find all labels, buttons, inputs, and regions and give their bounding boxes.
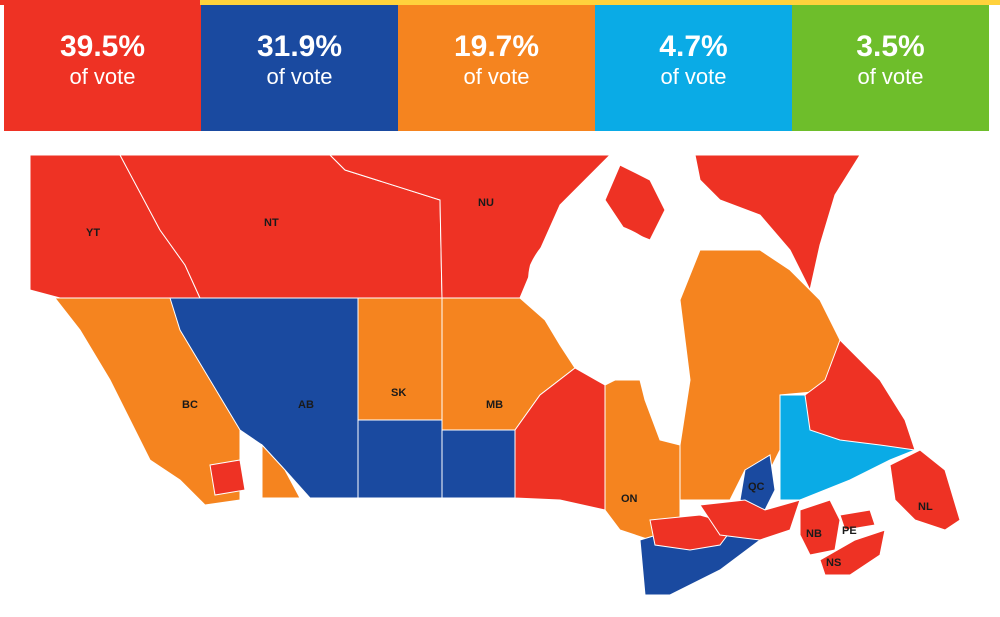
vote-percentage: 19.7% [453, 30, 540, 63]
vote-caption: of vote [69, 64, 136, 89]
vote-percentage: 39.5% [59, 30, 146, 63]
region-baffin-island[interactable] [604, 164, 666, 241]
canada-riding-map: YT NT NU BC AB SK MB ON QC NB PE NS NL [29, 154, 961, 596]
region-new-brunswick[interactable] [799, 499, 841, 556]
top-accent-segment [600, 0, 1000, 5]
top-accent-bar [0, 0, 1000, 5]
label-ab: AB [298, 399, 314, 411]
vote-card-green: 3.5% of vote [792, 5, 989, 131]
region-newfoundland[interactable] [889, 449, 961, 531]
label-qc: QC [748, 481, 765, 493]
vote-caption: of vote [463, 64, 530, 89]
vote-caption: of vote [857, 64, 924, 89]
hudson-bay [528, 221, 701, 440]
region-sask-south[interactable] [357, 419, 443, 499]
region-bc-interior-ndp[interactable] [261, 443, 301, 499]
vote-caption: of vote [660, 64, 727, 89]
label-sk: SK [391, 387, 406, 399]
vote-percentage: 4.7% [659, 30, 728, 63]
region-quebec-south[interactable] [699, 499, 801, 541]
label-nl: NL [918, 501, 933, 513]
region-arctic-island[interactable] [694, 154, 861, 292]
region-pei[interactable] [839, 509, 876, 531]
label-nb: NB [806, 528, 822, 540]
vote-percentage: 3.5% [856, 30, 925, 63]
label-yt: YT [86, 227, 100, 239]
top-accent-segment [0, 0, 200, 5]
label-bc: BC [182, 399, 198, 411]
label-nt: NT [264, 217, 279, 229]
label-nu: NU [478, 197, 494, 209]
vote-card-conservative: 31.9% of vote [201, 5, 398, 131]
region-labrador[interactable] [804, 339, 916, 451]
vote-card-bloc: 4.7% of vote [595, 5, 792, 131]
label-ns: NS [826, 557, 841, 569]
region-nova-scotia[interactable] [819, 529, 886, 576]
region-manitoba-south[interactable] [441, 429, 516, 499]
vote-card-liberal: 39.5% of vote [4, 5, 201, 131]
vote-caption: of vote [266, 64, 333, 89]
vote-percentage: 31.9% [256, 30, 343, 63]
label-pe: PE [842, 525, 857, 537]
label-mb: MB [486, 399, 503, 411]
region-bc-south-liberal[interactable] [209, 459, 246, 496]
vote-card-ndp: 19.7% of vote [398, 5, 595, 131]
label-on: ON [621, 493, 638, 505]
vote-share-cards: 39.5% of vote 31.9% of vote 19.7% of vot… [4, 5, 989, 131]
top-accent-segment [200, 0, 600, 5]
region-quebec-conservative[interactable] [739, 454, 776, 511]
